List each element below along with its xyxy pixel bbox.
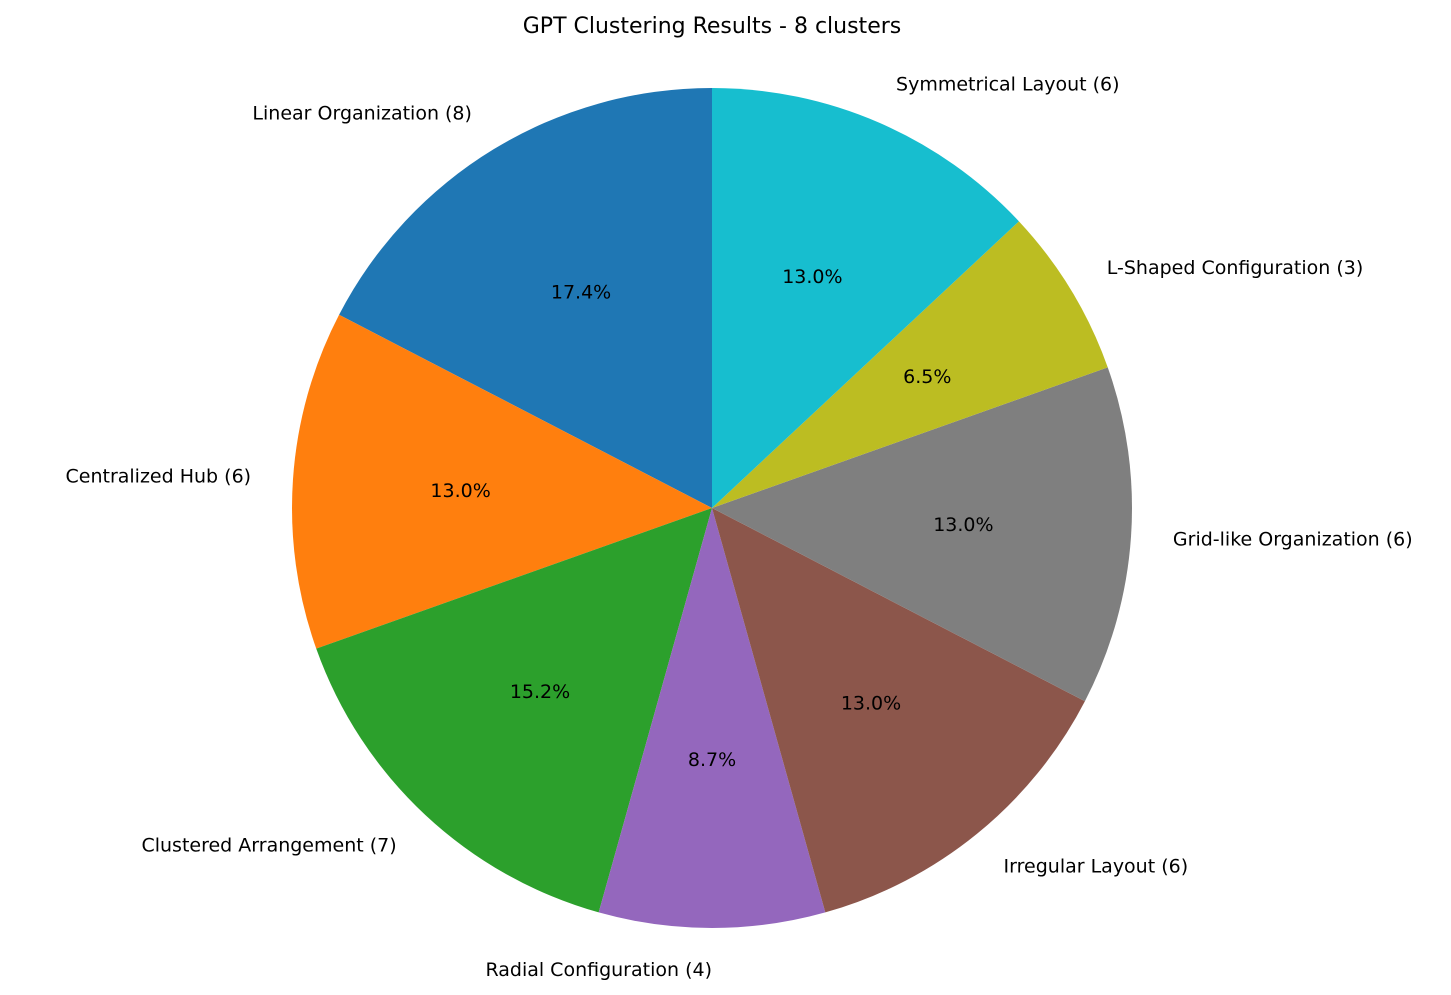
pie-slice-radial-configuration <box>598 508 826 929</box>
pct-label-radial-configuration: 8.7% <box>688 749 736 771</box>
pie-slice-centralized-hub <box>291 314 712 649</box>
pct-label-irregular-layout: 13.0% <box>841 692 901 714</box>
category-labels: Linear Organization (8) Centralized Hub (… <box>66 73 1413 981</box>
category-label-l-shaped-configuration: L-Shaped Configuration (3) <box>1107 257 1364 279</box>
pie-slice-grid-like-organization <box>712 367 1133 702</box>
pct-label-grid-like-organization: 13.0% <box>933 514 993 536</box>
pct-label-l-shaped-configuration: 6.5% <box>903 366 951 388</box>
category-label-symmetrical-layout: Symmetrical Layout (6) <box>896 73 1120 95</box>
category-label-linear-organization: Linear Organization (8) <box>252 102 472 124</box>
pie-slice-linear-organization <box>339 88 712 508</box>
pct-label-linear-organization: 17.4% <box>551 282 611 304</box>
pct-label-symmetrical-layout: 13.0% <box>782 266 842 288</box>
category-label-clustered-arrangement: Clustered Arrangement (7) <box>141 835 396 857</box>
category-label-centralized-hub: Centralized Hub (6) <box>66 465 252 487</box>
pie-slice-symmetrical-layout <box>712 88 1019 508</box>
pct-label-centralized-hub: 13.0% <box>430 480 490 502</box>
category-label-grid-like-organization: Grid-like Organization (6) <box>1173 529 1413 551</box>
pie-slice-irregular-layout <box>712 508 1085 913</box>
category-label-irregular-layout: Irregular Layout (6) <box>1004 855 1189 877</box>
chart-title: GPT Clustering Results - 8 clusters <box>523 14 901 39</box>
pie-slice-clustered-arrangement <box>316 508 712 913</box>
pie-slice-l-shaped-configuration <box>712 221 1108 508</box>
percentage-labels: 17.4% 13.0% 15.2% 8.7% 13.0% 13.0% 6.5% 13.0% <box>430 266 993 771</box>
category-label-radial-configuration: Radial Configuration (4) <box>485 959 712 981</box>
pie-slices <box>291 88 1133 929</box>
pct-label-clustered-arrangement: 15.2% <box>510 681 570 703</box>
